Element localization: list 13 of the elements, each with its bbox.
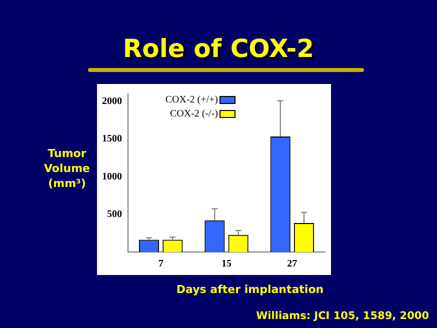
y-tick-label: 1000 [102, 171, 122, 182]
y-axis-title: Tumor Volume (mm³) [43, 146, 91, 191]
x-tick-label: 7 [158, 258, 164, 270]
x-axis-title: Days after implantation [175, 283, 325, 296]
x-tick-label: 27 [287, 258, 298, 270]
y-tick-label: 500 [107, 208, 122, 220]
chart-title: Role of COX-2 [122, 34, 316, 63]
x-tick-label: 15 [222, 258, 232, 270]
text: Williams: JCI 105, 1589, 2000 [256, 310, 429, 322]
legend-label: COX-2 (+/+) [165, 94, 218, 106]
legend-label: COX-2 (-/-) [170, 108, 218, 120]
y-tick-label: 1500 [102, 134, 122, 145]
y-tick-label: 2000 [102, 96, 122, 108]
